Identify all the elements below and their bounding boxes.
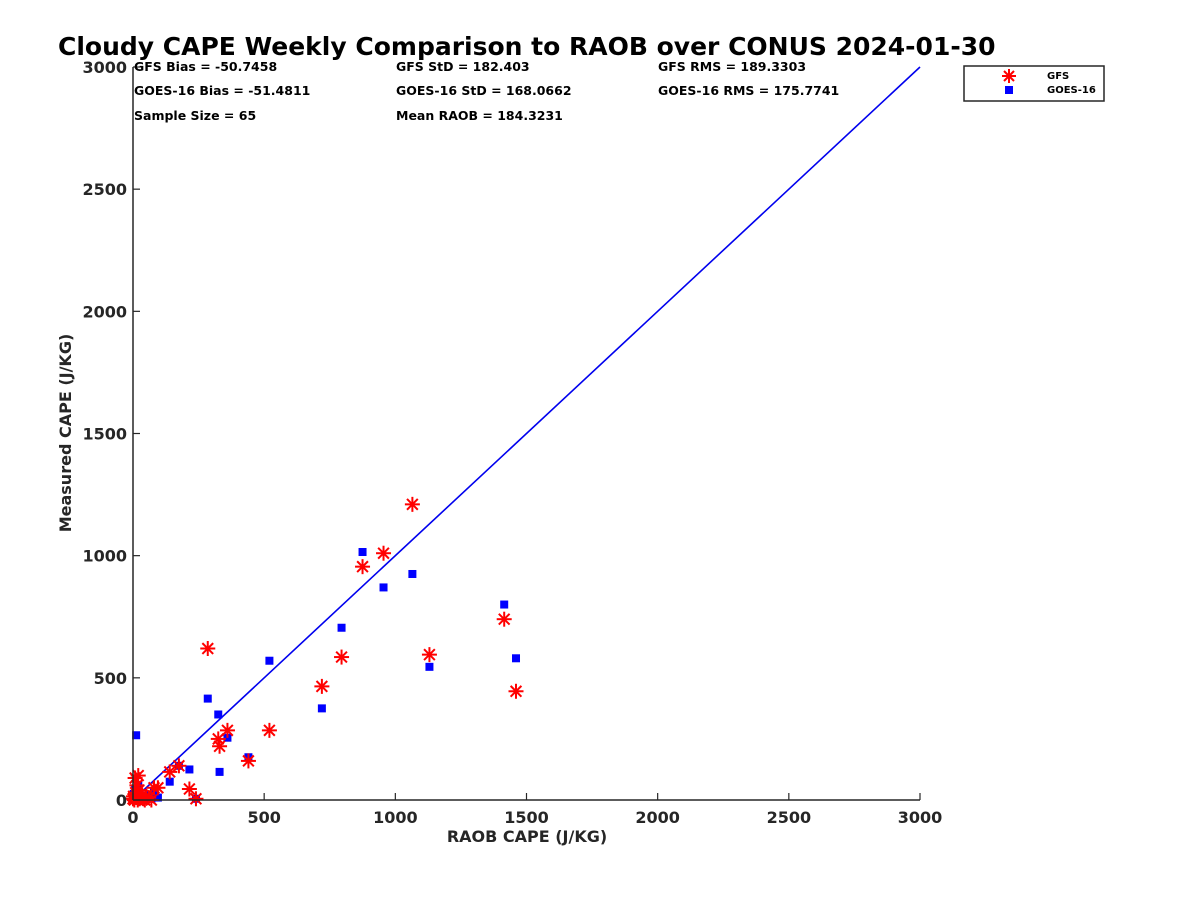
gfs-data-point xyxy=(219,722,235,738)
chart-title: Cloudy CAPE Weekly Comparison to RAOB ov… xyxy=(58,32,996,61)
y-tick-label: 500 xyxy=(94,669,127,688)
goes16-std-text: GOES-16 StD = 168.0662 xyxy=(396,83,572,98)
gfs-data-point xyxy=(508,683,524,699)
goes16-data-point xyxy=(379,583,388,592)
gfs-data-point xyxy=(376,545,392,561)
gfs-std-text: GFS StD = 182.403 xyxy=(396,59,530,74)
goes16-data-point xyxy=(153,793,162,802)
goes16-data-point xyxy=(265,656,274,665)
mean-raob-text: Mean RAOB = 184.3231 xyxy=(396,108,563,123)
goes16-data-point xyxy=(214,710,223,719)
gfs-data-point xyxy=(314,678,330,694)
y-tick-label: 1500 xyxy=(82,425,127,444)
legend-goes16-label: GOES-16 xyxy=(1047,85,1096,96)
goes16-bias-text: GOES-16 Bias = -51.4811 xyxy=(134,83,310,98)
data-marks-layer xyxy=(125,496,524,808)
x-tick-label: 3000 xyxy=(898,808,943,827)
sample-size-text: Sample Size = 65 xyxy=(134,108,256,123)
x-tick-label: 500 xyxy=(247,808,280,827)
gfs-data-point xyxy=(334,649,350,665)
gfs-data-point xyxy=(150,780,166,796)
x-tick-label: 2000 xyxy=(635,808,680,827)
goes16-data-point xyxy=(408,569,417,578)
gfs-data-point xyxy=(188,791,204,807)
legend-gfs-label: GFS xyxy=(1047,71,1069,82)
x-tick-label: 0 xyxy=(127,808,138,827)
gfs-data-point xyxy=(212,738,228,754)
one-to-one-reference-line xyxy=(132,66,921,801)
x-tick-label: 2500 xyxy=(767,808,812,827)
goes16-data-point xyxy=(317,704,326,713)
goes16-data-point xyxy=(132,731,141,740)
goes16-data-point xyxy=(512,654,521,663)
reference-line-layer xyxy=(132,66,921,801)
gfs-data-point xyxy=(355,559,371,575)
goes16-data-point xyxy=(358,548,367,557)
legend-gfs-marker xyxy=(1002,69,1016,83)
y-tick-label: 2500 xyxy=(82,180,127,199)
gfs-data-point xyxy=(240,753,256,769)
statistics-annotations: GFS Bias = -50.7458 GFS StD = 182.403 GF… xyxy=(134,59,839,123)
goes16-rms-text: GOES-16 RMS = 175.7741 xyxy=(658,83,839,98)
legend-goes16-marker xyxy=(1005,86,1013,94)
gfs-data-point xyxy=(421,647,437,663)
y-axis-label: Measured CAPE (J/KG) xyxy=(56,334,75,533)
goes16-data-point xyxy=(215,767,224,776)
goes16-data-point xyxy=(337,623,346,632)
gfs-data-point xyxy=(261,722,277,738)
y-tick-label: 3000 xyxy=(82,58,127,77)
gfs-bias-text: GFS Bias = -50.7458 xyxy=(134,59,277,74)
goes16-data-point xyxy=(500,600,509,609)
goes16-data-point xyxy=(203,694,212,703)
gfs-data-point xyxy=(200,641,216,657)
y-tick-label: 1000 xyxy=(82,547,127,566)
goes16-data-point xyxy=(165,777,174,786)
gfs-data-point xyxy=(171,758,187,774)
goes16-data-point xyxy=(425,662,434,671)
tick-layer: 0 500 1000 1500 2000 2500 3000 0 500 1000 1500 2000… xyxy=(82,58,942,827)
gfs-rms-text: GFS RMS = 189.3303 xyxy=(658,59,806,74)
legend-box xyxy=(963,65,1105,102)
y-tick-label: 2000 xyxy=(82,302,127,321)
goes16-data-point xyxy=(185,765,194,774)
y-tick-label: 0 xyxy=(116,791,127,810)
gfs-data-point xyxy=(404,496,420,512)
x-axis-label: RAOB CAPE (J/KG) xyxy=(447,827,607,846)
gfs-data-point xyxy=(162,764,178,780)
x-tick-label: 1500 xyxy=(504,808,549,827)
gfs-data-point xyxy=(496,611,512,627)
legend: GFS GOES-16 xyxy=(963,65,1105,102)
gfs-data-point xyxy=(181,781,197,797)
x-tick-label: 1000 xyxy=(373,808,418,827)
